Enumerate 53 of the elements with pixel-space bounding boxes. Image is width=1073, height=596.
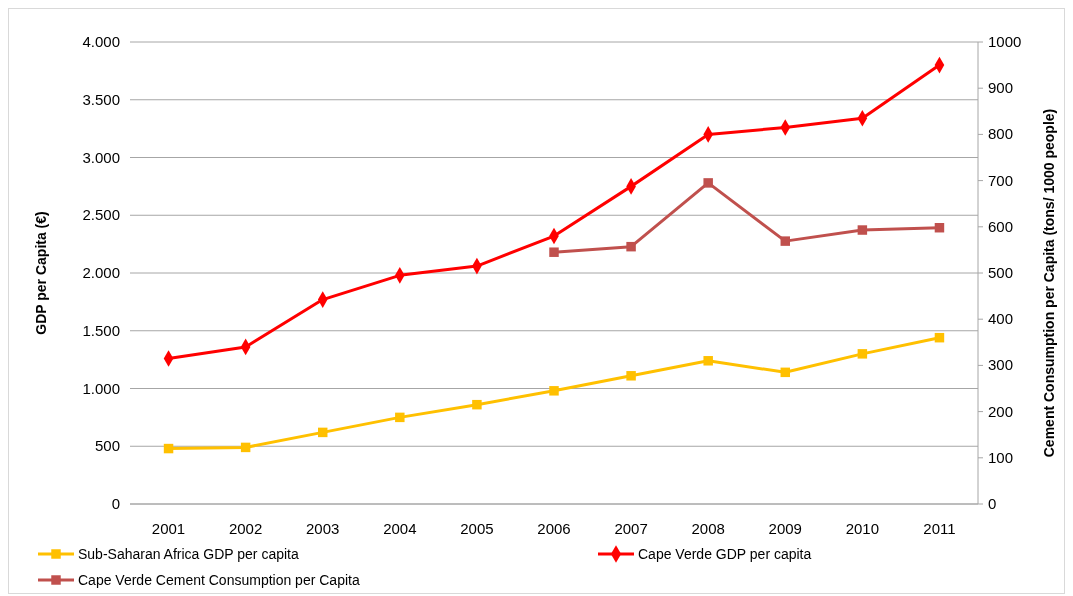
- point: [626, 241, 636, 252]
- point: [703, 178, 713, 188]
- point: [857, 225, 868, 235]
- point: [626, 371, 636, 381]
- y2-tick-label: 600: [988, 217, 1014, 235]
- y2-tick-label: 100: [988, 448, 1014, 466]
- y-tick-label: 500: [94, 437, 120, 455]
- y2-tick-label: 1000: [988, 33, 1022, 50]
- x-tick-label: 2003: [306, 520, 340, 537]
- y-tick-label: 0: [111, 495, 120, 512]
- point: [703, 356, 713, 366]
- y-tick-label: 3.000: [82, 148, 120, 166]
- x-tick-label: 2011: [923, 520, 956, 537]
- y2-tick-label: 200: [988, 402, 1014, 420]
- y2-tick-label: 700: [988, 171, 1014, 189]
- x-tick-label: 2008: [691, 520, 725, 537]
- point: [395, 412, 405, 423]
- point: [780, 367, 791, 378]
- legend-label: Sub-Saharan Africa GDP per capita: [78, 546, 299, 562]
- point: [780, 236, 791, 246]
- y2-tick-label: 400: [988, 310, 1014, 328]
- y-tick-label: 1.500: [82, 321, 120, 339]
- point: [934, 332, 945, 343]
- y2-tick-label: 300: [988, 356, 1014, 374]
- x-tick-label: 2001: [151, 520, 186, 537]
- point: [549, 386, 559, 396]
- y-axis-title: GDP per Capita (€): [33, 211, 49, 335]
- y-tick-label: 3.500: [82, 90, 120, 108]
- point: [472, 399, 482, 410]
- point: [934, 222, 945, 233]
- x-tick-label: 2006: [537, 520, 571, 537]
- x-tick-label: 2010: [845, 520, 880, 537]
- y2-tick-label: 800: [988, 125, 1014, 143]
- y2-tick-label: 500: [988, 264, 1014, 281]
- legend-label: Cape Verde GDP per capita: [638, 546, 812, 562]
- point: [163, 443, 174, 454]
- y-tick-label: 1.000: [82, 379, 120, 397]
- legend-label: Cape Verde Cement Consumption per Capita: [78, 572, 360, 588]
- point: [240, 442, 251, 453]
- point: [317, 427, 328, 438]
- y-tick-label: 4.000: [82, 33, 120, 50]
- x-tick-label: 2005: [460, 520, 494, 537]
- point: [549, 247, 559, 257]
- x-tick-label: 2007: [614, 520, 648, 537]
- y2-axis-title: Cement Consumption per Capita (tons/ 1000 people): [1041, 108, 1057, 458]
- x-tick-label: 2002: [228, 520, 263, 537]
- y2-tick-label: 900: [988, 79, 1014, 97]
- y-tick-label: 2.000: [82, 264, 120, 281]
- y-tick-label: 2.500: [82, 206, 120, 224]
- y2-tick-label: 0: [988, 495, 997, 512]
- point: [857, 349, 868, 359]
- x-tick-label: 2004: [383, 520, 417, 537]
- x-tick-label: 2009: [768, 520, 802, 537]
